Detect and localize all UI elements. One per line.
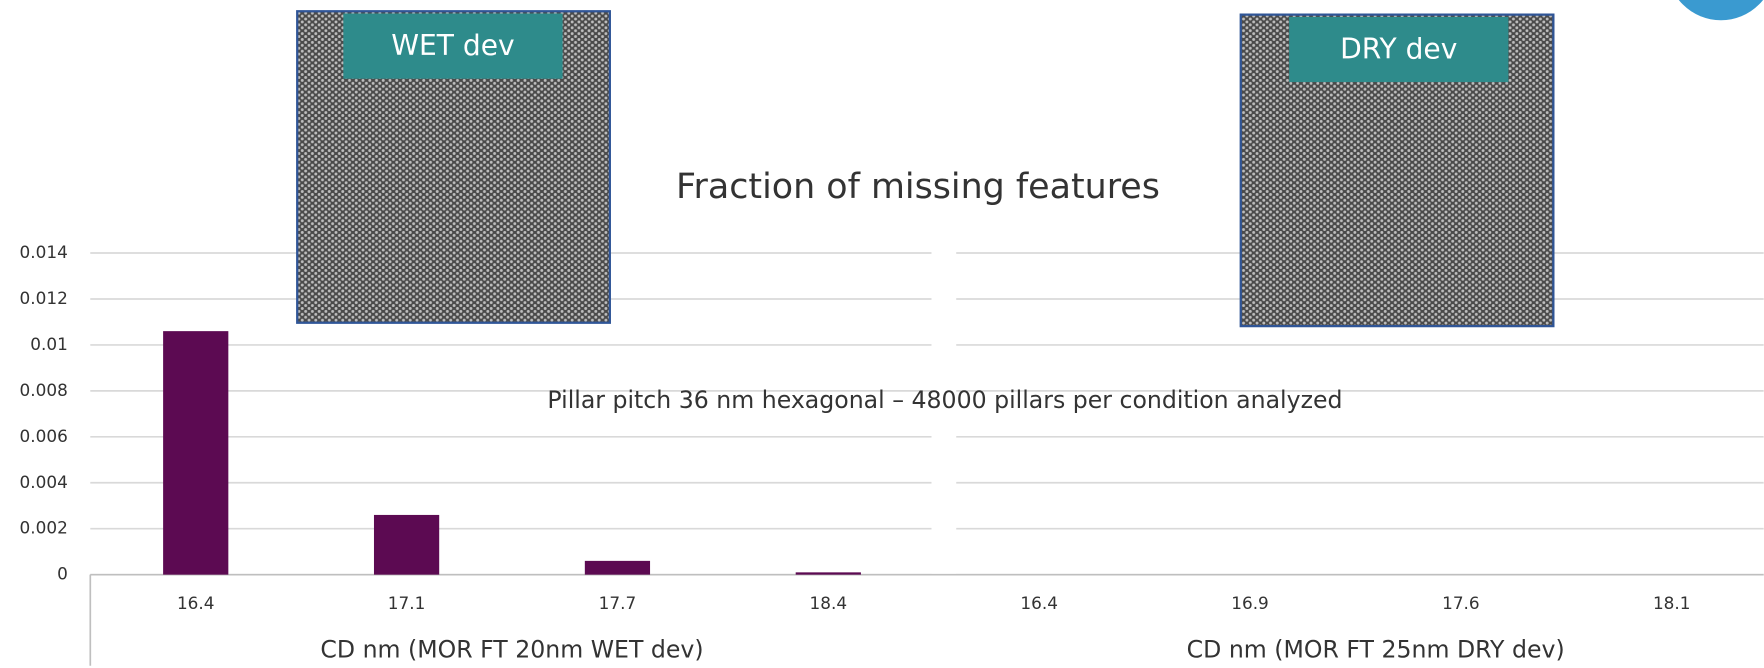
x-tick-label: 16.4 xyxy=(1020,593,1058,613)
y-tick-label: 0.014 xyxy=(20,242,68,262)
y-tick-label: 0.012 xyxy=(20,288,68,308)
x-tick-label: 18.1 xyxy=(1653,593,1691,613)
inset-label: DRY dev xyxy=(1340,33,1457,66)
x-axis-label: CD nm (MOR FT 20nm WET dev) xyxy=(320,636,703,664)
x-tick-label: 16.4 xyxy=(177,593,215,613)
annotation: Pillar pitch 36 nm hexagonal – 48000 pil… xyxy=(547,386,1342,414)
y-tick-label: 0.01 xyxy=(30,334,68,354)
x-tick-label: 17.6 xyxy=(1442,593,1480,613)
bar xyxy=(796,572,861,574)
x-tick-label: 17.1 xyxy=(388,593,426,613)
y-tick-label: 0.004 xyxy=(20,472,68,492)
x-tick-label: 17.7 xyxy=(599,593,637,613)
slide: Fraction of missing features 0 0.002 0.004… xyxy=(0,0,1764,668)
x-tick-label: 16.9 xyxy=(1231,593,1269,613)
bar xyxy=(585,561,650,575)
bar xyxy=(374,515,439,575)
y-tick-label: 0.008 xyxy=(20,380,68,400)
x-tick-label: 18.4 xyxy=(810,593,848,613)
bar xyxy=(163,331,228,575)
y-tick-label: 0 xyxy=(57,564,68,584)
y-tick-label: 0.006 xyxy=(20,426,68,446)
corner-decoration xyxy=(1667,0,1764,20)
chart-title: Fraction of missing features xyxy=(676,167,1160,207)
x-axis-label: CD nm (MOR FT 25nm DRY dev) xyxy=(1187,636,1565,664)
y-tick-label: 0.002 xyxy=(20,518,68,538)
inset-label: WET dev xyxy=(391,29,514,62)
